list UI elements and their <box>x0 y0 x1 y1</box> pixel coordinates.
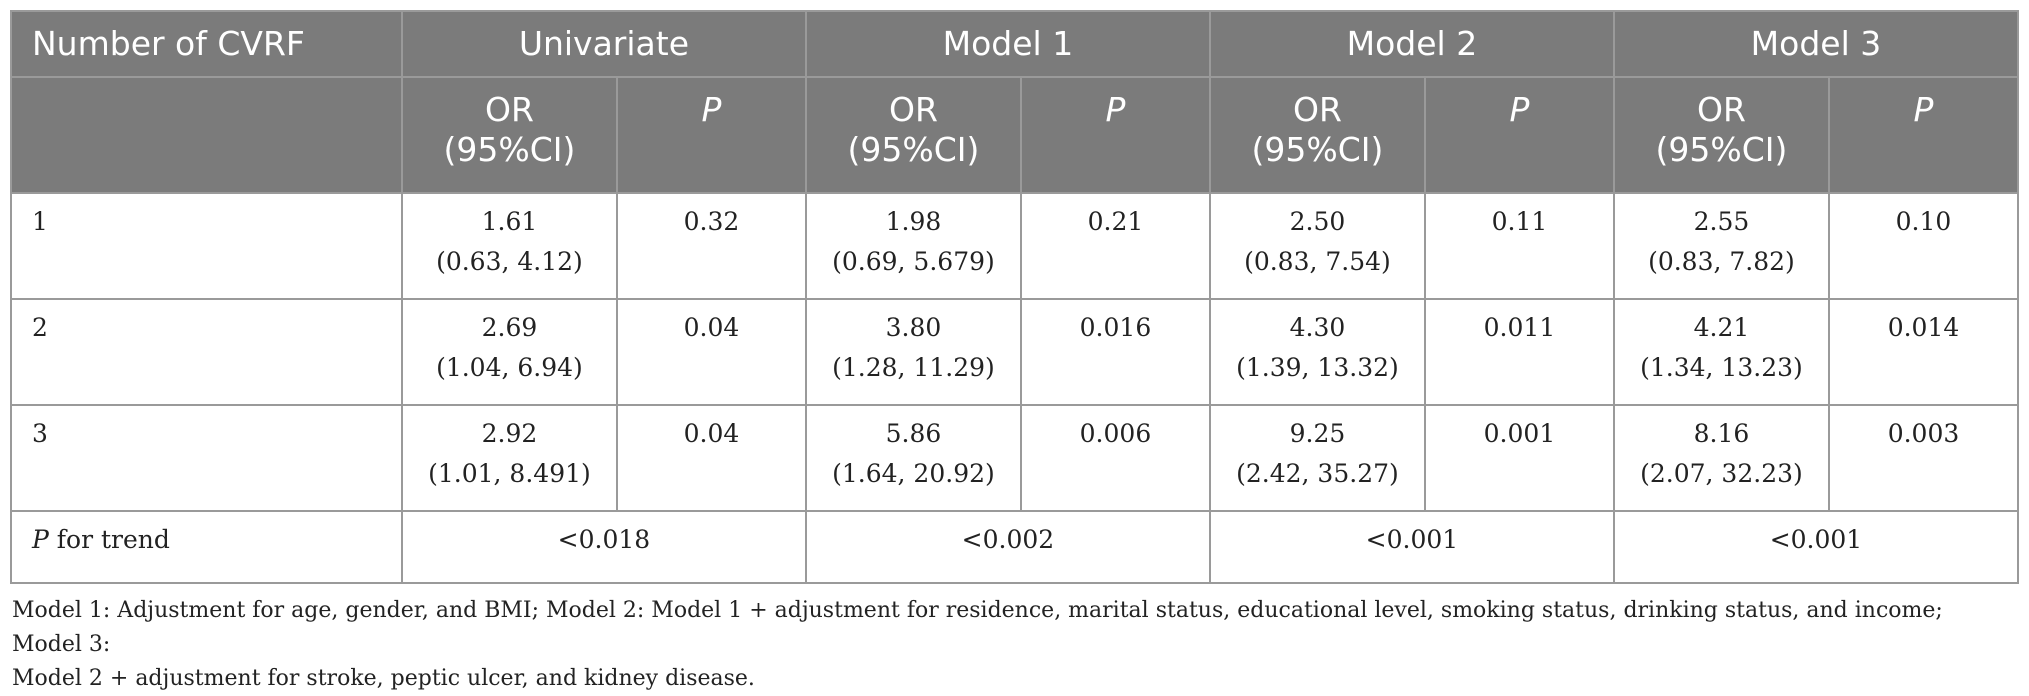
subheader-or-label: OR <box>1697 90 1746 129</box>
subheader-p: P <box>1423 76 1615 194</box>
subheader-or-label: OR <box>1293 90 1342 129</box>
header-empty-cell <box>10 76 403 194</box>
ci-value: (0.69, 5.679) <box>832 247 995 276</box>
p-value: 0.006 <box>1019 404 1211 512</box>
ci-value: (1.64, 20.92) <box>832 459 995 488</box>
p-value: 0.11 <box>1423 192 1615 300</box>
or-value: 2.69 <box>481 313 538 342</box>
p-value: 0.011 <box>1423 298 1615 406</box>
header-model-2: Model 2 <box>1208 10 1615 78</box>
subheader-ci-label: (95%CI) <box>1655 130 1788 169</box>
p-value: 0.014 <box>1827 298 2020 406</box>
ci-value: (1.28, 11.29) <box>832 353 995 382</box>
subheader-or: OR (95%CI) <box>1612 76 1830 194</box>
or-value: 9.25 <box>1289 419 1346 448</box>
subheader-p: P <box>1827 76 2020 194</box>
subheader-ci-label: (95%CI) <box>1251 130 1384 169</box>
or-value: 2.50 <box>1289 207 1346 236</box>
row-label: 3 <box>10 404 403 512</box>
or-value: 3.80 <box>885 313 942 342</box>
table-row: 1 1.61 (0.63, 4.12) 0.32 1.98 (0.69, 5.679… <box>10 192 2020 300</box>
footnote-line-1: Model 1: Adjustment for age, gender, and… <box>12 598 1943 657</box>
or-cell: 9.25 (2.42, 35.27) <box>1208 404 1426 512</box>
subheader-ci-label: (95%CI) <box>443 130 576 169</box>
or-cell: 2.50 (0.83, 7.54) <box>1208 192 1426 300</box>
ci-value: (2.07, 32.23) <box>1640 459 1803 488</box>
row-label: 2 <box>10 298 403 406</box>
trend-value-model-1: <0.002 <box>804 510 1211 584</box>
or-value: 1.98 <box>885 207 942 236</box>
p-value: 0.10 <box>1827 192 2020 300</box>
p-value: 0.003 <box>1827 404 2020 512</box>
subheader-ci-label: (95%CI) <box>847 130 980 169</box>
trend-row: P for trend <0.018 <0.002 <0.001 <0.001 <box>10 510 2020 584</box>
table-row: 2 2.69 (1.04, 6.94) 0.04 3.80 (1.28, 11.29… <box>10 298 2020 406</box>
or-value: 5.86 <box>885 419 942 448</box>
or-cell: 4.21 (1.34, 13.23) <box>1612 298 1830 406</box>
ci-value: (0.83, 7.54) <box>1244 247 1391 276</box>
subheader-p: P <box>615 76 807 194</box>
results-table-container: Number of CVRF Univariate Model 1 Model … <box>10 10 2020 696</box>
subheader-or: OR (95%CI) <box>1208 76 1426 194</box>
table-footnote: Model 1: Adjustment for age, gender, and… <box>10 594 2019 696</box>
trend-value-univariate: <0.018 <box>400 510 807 584</box>
header-number-of-cvrf: Number of CVRF <box>10 10 403 78</box>
subheader-or-label: OR <box>889 90 938 129</box>
header-model-1: Model 1 <box>804 10 1211 78</box>
or-cell: 2.69 (1.04, 6.94) <box>400 298 618 406</box>
table-row: 3 2.92 (1.01, 8.491) 0.04 5.86 (1.64, 20.9… <box>10 404 2020 512</box>
or-cell: 2.55 (0.83, 7.82) <box>1612 192 1830 300</box>
or-value: 4.21 <box>1693 313 1750 342</box>
header-row-groups: Number of CVRF Univariate Model 1 Model … <box>10 10 2020 78</box>
p-value: 0.32 <box>615 192 807 300</box>
trend-value-model-3: <0.001 <box>1612 510 2020 584</box>
or-value: 2.55 <box>1693 207 1750 236</box>
ci-value: (1.34, 13.23) <box>1640 353 1803 382</box>
or-cell: 2.92 (1.01, 8.491) <box>400 404 618 512</box>
or-cell: 1.61 (0.63, 4.12) <box>400 192 618 300</box>
trend-label-text: for trend <box>48 525 170 554</box>
or-cell: 5.86 (1.64, 20.92) <box>804 404 1022 512</box>
ci-value: (0.83, 7.82) <box>1648 247 1795 276</box>
ci-value: (1.01, 8.491) <box>428 459 591 488</box>
or-cell: 1.98 (0.69, 5.679) <box>804 192 1022 300</box>
row-label: 1 <box>10 192 403 300</box>
or-value: 8.16 <box>1693 419 1750 448</box>
header-row-subcolumns: OR (95%CI) P OR (95%CI) P OR (95%CI) P OR (9… <box>10 76 2020 194</box>
or-cell: 8.16 (2.07, 32.23) <box>1612 404 1830 512</box>
p-value: 0.016 <box>1019 298 1211 406</box>
ci-value: (0.63, 4.12) <box>436 247 583 276</box>
p-value: 0.04 <box>615 404 807 512</box>
or-value: 1.61 <box>481 207 538 236</box>
trend-label: P for trend <box>10 510 403 584</box>
ci-value: (1.04, 6.94) <box>436 353 583 382</box>
p-value: 0.21 <box>1019 192 1211 300</box>
or-cell: 3.80 (1.28, 11.29) <box>804 298 1022 406</box>
ci-value: (2.42, 35.27) <box>1236 459 1399 488</box>
footnote-line-2: Model 2 + adjustment for stroke, peptic … <box>12 666 755 691</box>
or-value: 4.30 <box>1289 313 1346 342</box>
subheader-or: OR (95%CI) <box>400 76 618 194</box>
or-cell: 4.30 (1.39, 13.32) <box>1208 298 1426 406</box>
or-value: 2.92 <box>481 419 538 448</box>
header-model-3: Model 3 <box>1612 10 2020 78</box>
trend-label-p: P <box>32 525 49 554</box>
p-value: 0.04 <box>615 298 807 406</box>
header-univariate: Univariate <box>400 10 807 78</box>
trend-value-model-2: <0.001 <box>1208 510 1615 584</box>
p-value: 0.001 <box>1423 404 1615 512</box>
subheader-p: P <box>1019 76 1211 194</box>
subheader-or-label: OR <box>485 90 534 129</box>
ci-value: (1.39, 13.32) <box>1236 353 1399 382</box>
subheader-or: OR (95%CI) <box>804 76 1022 194</box>
results-table: Number of CVRF Univariate Model 1 Model … <box>10 10 2020 584</box>
